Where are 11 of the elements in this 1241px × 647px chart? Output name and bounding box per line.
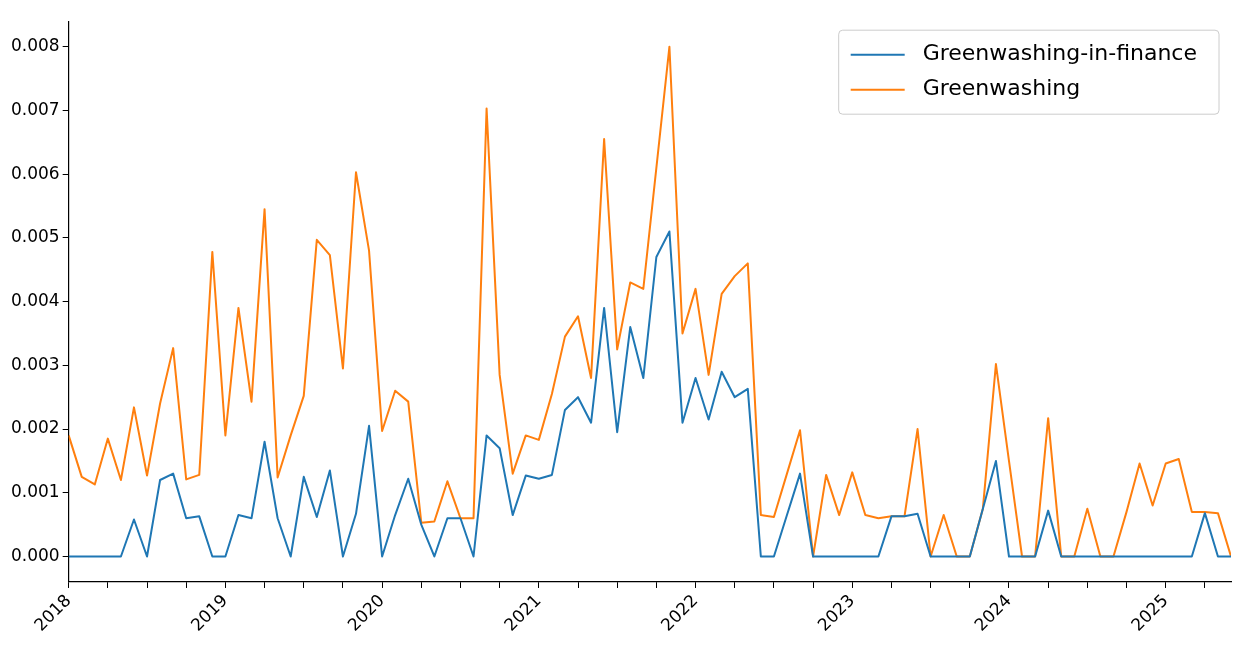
legend-label: Greenwashing-in-finance bbox=[922, 40, 1197, 66]
y-tick-label: 0.008 bbox=[11, 35, 60, 56]
y-tick-label: 0.003 bbox=[11, 353, 60, 374]
y-tick-label: 0.005 bbox=[11, 226, 60, 247]
y-tick-label: 0.002 bbox=[11, 417, 60, 438]
y-tick-label: 0.004 bbox=[11, 290, 60, 311]
y-tick-label: 0.006 bbox=[11, 162, 60, 183]
y-tick-label: 0.007 bbox=[11, 98, 60, 119]
legend-label: Greenwashing bbox=[922, 75, 1081, 101]
y-tick-label: 0.000 bbox=[11, 544, 60, 565]
y-tick-label: 0.001 bbox=[11, 481, 60, 502]
